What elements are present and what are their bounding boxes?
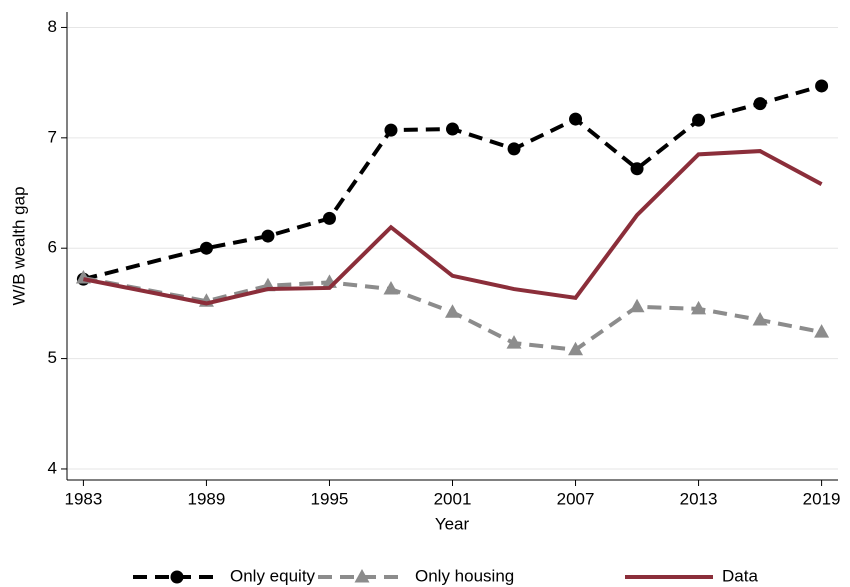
marker <box>568 341 584 356</box>
y-tick-label: 6 <box>48 238 57 257</box>
marker <box>383 281 399 295</box>
x-tick-label: 2001 <box>434 489 472 508</box>
marker <box>445 304 460 318</box>
marker <box>753 97 767 111</box>
x-tick-label: 1983 <box>64 489 102 508</box>
marker <box>815 79 829 93</box>
marker <box>199 241 213 255</box>
legend-label: Only housing <box>415 566 514 585</box>
marker <box>752 311 768 326</box>
y-tick-label: 7 <box>48 127 57 146</box>
y-tick-label: 5 <box>48 348 57 367</box>
y-axis-label: W/B wealth gap <box>9 186 28 305</box>
y-tick-label: 4 <box>48 458 57 477</box>
x-axis-label: Year <box>435 514 470 533</box>
y-tick-label: 8 <box>48 17 57 36</box>
x-tick-label: 1989 <box>188 489 226 508</box>
marker <box>814 324 830 338</box>
marker <box>629 298 645 313</box>
marker <box>170 570 184 584</box>
marker <box>569 112 583 126</box>
marker <box>692 113 706 127</box>
marker <box>322 211 336 225</box>
marker <box>630 162 644 176</box>
series-line <box>83 276 822 352</box>
legend-label: Only equity <box>230 566 316 585</box>
marker <box>506 335 522 349</box>
legend-label: Data <box>722 566 758 585</box>
marker <box>446 122 459 136</box>
marker <box>354 569 370 583</box>
x-tick-label: 1995 <box>311 489 349 508</box>
marker <box>261 229 275 243</box>
x-tick-label: 2013 <box>680 489 718 508</box>
marker <box>691 300 707 315</box>
marker <box>384 123 398 137</box>
series-line <box>82 84 823 282</box>
series-line <box>83 149 823 306</box>
marker <box>507 142 521 156</box>
x-tick-label: 2007 <box>557 489 595 508</box>
x-tick-label: 2019 <box>803 489 841 508</box>
